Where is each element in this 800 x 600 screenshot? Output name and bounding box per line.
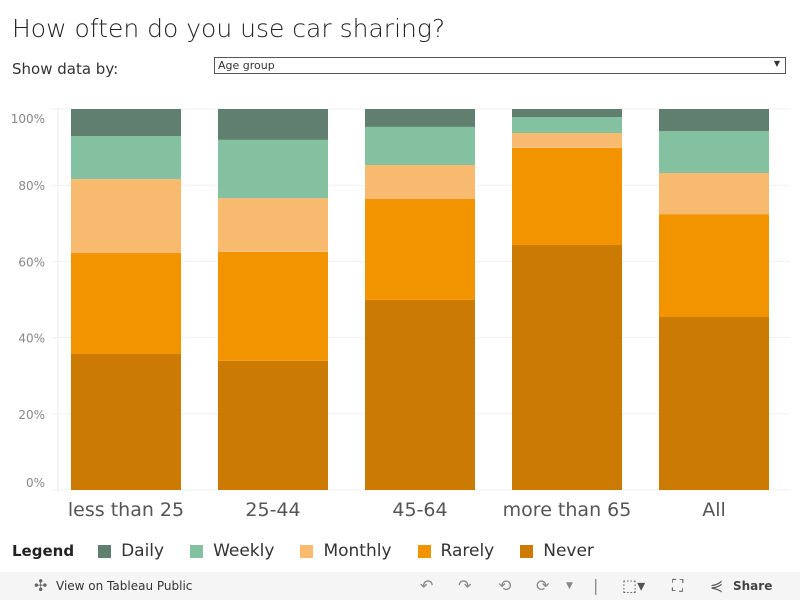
download-icon[interactable]: ⬚▾ — [622, 576, 646, 595]
revert-icon[interactable]: ⟲ — [498, 576, 512, 595]
bar-segment-daily — [512, 109, 622, 118]
bar-segment-never — [659, 317, 769, 490]
bar-segment-weekly — [659, 131, 769, 174]
x-tick-label: less than 25 — [68, 499, 184, 521]
bar-segment-daily — [365, 109, 475, 127]
stacked-bar-chart: 0% 20% 40% 60% 80% 100% less than 25 25-44 45-64… — [11, 108, 790, 521]
bar-segment-weekly — [365, 126, 475, 166]
bar-segment-monthly — [218, 198, 328, 252]
legend-swatch — [300, 544, 314, 558]
view-on-tableau-link[interactable]: View on Tableau Public — [56, 579, 193, 593]
legend-swatch — [417, 544, 431, 558]
divider: | — [593, 576, 599, 595]
x-tick-label: 45-64 — [392, 499, 447, 521]
legend-label: Monthly — [323, 541, 392, 561]
bar-segment-rarely — [218, 251, 328, 361]
bar-segment-never — [71, 353, 181, 490]
legend-swatch — [520, 544, 534, 558]
bar-segment-daily — [71, 109, 181, 137]
bar-segment-weekly — [512, 117, 622, 134]
refresh-icon[interactable]: ⟳ — [536, 576, 550, 595]
y-tick-label: 60% — [18, 255, 45, 269]
bar-segment-monthly — [71, 179, 181, 254]
legend-swatch — [98, 544, 112, 558]
legend-item-monthly[interactable]: Monthly — [300, 541, 392, 561]
x-tick-label: All — [702, 499, 726, 521]
tableau-toolbar: ✣ View on Tableau Public ↶ ↷ ⟲ ⟳ ▼ | ⬚▾ … — [0, 572, 800, 600]
legend-title: Legend — [12, 542, 75, 560]
chevron-down-icon[interactable]: ▼ — [566, 581, 573, 591]
bar-segment-weekly — [218, 139, 328, 199]
bar-segment-rarely — [512, 147, 622, 246]
bar-segment-daily — [659, 109, 769, 132]
page-title: How often do you use car sharing? — [12, 14, 446, 43]
y-tick-label: 20% — [18, 408, 45, 422]
legend-item-never[interactable]: Never — [520, 541, 594, 561]
legend: Legend Daily Weekly Monthly Rarely Never — [12, 541, 620, 561]
bar-segment-rarely — [659, 214, 769, 318]
legend-item-daily[interactable]: Daily — [98, 541, 164, 561]
tableau-logo-icon: ✣ — [34, 576, 48, 595]
y-tick-label: 80% — [18, 179, 45, 193]
legend-label: Rarely — [440, 541, 495, 561]
share-icon[interactable]: ⋞ — [710, 576, 724, 595]
bar-segment-monthly — [659, 173, 769, 215]
x-tick-label: 25-44 — [245, 499, 300, 521]
undo-icon[interactable]: ↶ — [420, 576, 434, 595]
legend-item-weekly[interactable]: Weekly — [190, 541, 274, 561]
legend-item-rarely[interactable]: Rarely — [417, 541, 495, 561]
filter-label: Show data by: — [12, 60, 119, 78]
y-tick-label: 0% — [26, 476, 45, 490]
legend-swatch — [190, 544, 204, 558]
bar-segment-never — [218, 360, 328, 490]
chevron-down-icon: ▼ — [773, 59, 780, 68]
bar-segment-rarely — [365, 198, 475, 300]
redo-icon[interactable]: ↷ — [458, 576, 472, 595]
share-button[interactable]: Share — [733, 579, 773, 593]
legend-label: Weekly — [213, 541, 275, 561]
x-tick-label: more than 65 — [503, 499, 632, 521]
bar-segment-rarely — [71, 253, 181, 354]
fullscreen-icon[interactable]: ⛶ — [672, 576, 684, 595]
age-group-select[interactable]: Age group ▼ — [214, 57, 786, 74]
y-tick-label: 100% — [11, 112, 45, 126]
bar-segment-daily — [218, 109, 328, 140]
select-value: Age group — [218, 59, 275, 72]
legend-label: Never — [543, 541, 594, 561]
y-tick-label: 40% — [18, 332, 45, 346]
bar-segment-weekly — [71, 136, 181, 180]
bar-segment-monthly — [512, 133, 622, 148]
bar-segment-monthly — [365, 165, 475, 199]
bar-segment-never — [365, 299, 475, 490]
bar-segment-never — [512, 245, 622, 490]
legend-label: Daily — [121, 541, 165, 561]
